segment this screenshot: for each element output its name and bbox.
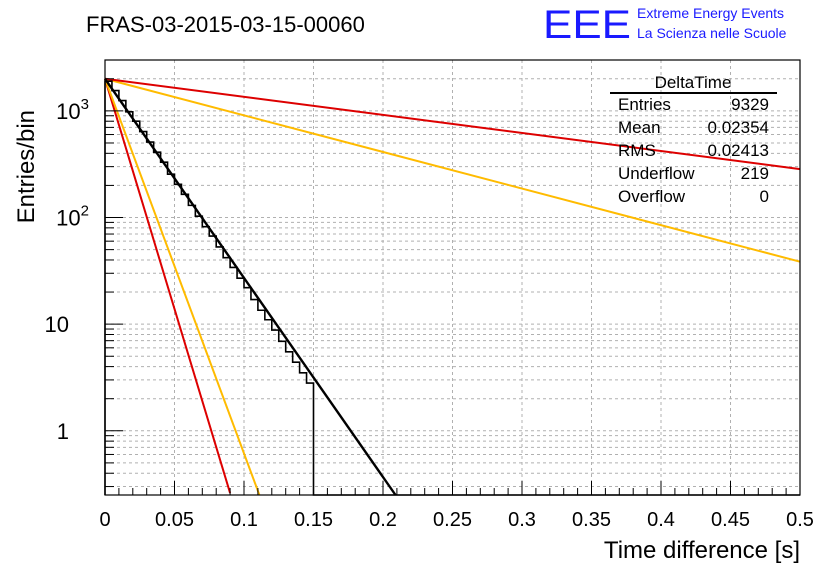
y-tick-label: 1 <box>57 419 69 444</box>
red-shallow-curve <box>104 77 801 171</box>
x-tick-label: 0.5 <box>786 509 814 531</box>
stats-value-entries: 9329 <box>731 95 769 114</box>
stats-box: DeltaTime Entries 9329 Mean 0.02354 RMS 0.024… <box>610 73 777 206</box>
stats-label-mean: Mean <box>618 118 661 137</box>
stats-title: DeltaTime <box>655 73 732 92</box>
stats-label-overflow: Overflow <box>618 187 686 206</box>
org-name-line1: Extreme Energy Events <box>637 5 784 21</box>
red-steep-curve <box>104 78 232 494</box>
yellow-shallow-curve <box>104 77 801 263</box>
yellow-steep-curve <box>104 78 261 496</box>
x-tick-label: 0.4 <box>647 509 675 531</box>
x-tick-label: 0 <box>99 509 110 531</box>
stats-value-rms: 0.02413 <box>708 141 769 160</box>
x-tick-label: 0.25 <box>433 509 472 531</box>
y-tick-label: 10 <box>45 312 69 337</box>
x-axis-label: Time difference [s] <box>604 537 800 564</box>
x-tick-label: 0.3 <box>508 509 536 531</box>
org-name-line2: La Scienza nelle Scuole <box>637 25 787 41</box>
x-tick-label: 0.1 <box>230 509 258 531</box>
run-title: FRAS-03-2015-03-15-00060 <box>86 12 365 37</box>
fit-curves <box>104 77 801 496</box>
grid-lines <box>104 59 801 495</box>
x-tick-label: 0.35 <box>572 509 611 531</box>
y-tick-label: 102 <box>56 203 89 231</box>
axes: 0 0.05 0.1 0.15 0.2 0.25 0.3 0.35 0.4 0.45 0.5 1 10 1… <box>45 59 814 531</box>
x-tick-label: 0.15 <box>294 509 333 531</box>
x-tick-label: 0.2 <box>369 509 397 531</box>
stats-value-overflow: 0 <box>760 187 769 206</box>
y-tick-label: 103 <box>56 96 89 124</box>
plot-frame <box>104 59 801 496</box>
exponential-fit-line <box>104 78 397 496</box>
stats-value-mean: 0.02354 <box>708 118 769 137</box>
stats-label-rms: RMS <box>618 141 656 160</box>
x-tick-label: 0.05 <box>155 509 194 531</box>
x-tick-label: 0.45 <box>711 509 750 531</box>
stats-label-entries: Entries <box>618 95 671 114</box>
eee-logo: EEE <box>543 3 631 47</box>
stats-value-underflow: 219 <box>741 164 769 183</box>
stats-label-underflow: Underflow <box>618 164 695 183</box>
y-axis-label: Entries/bin <box>13 110 40 223</box>
